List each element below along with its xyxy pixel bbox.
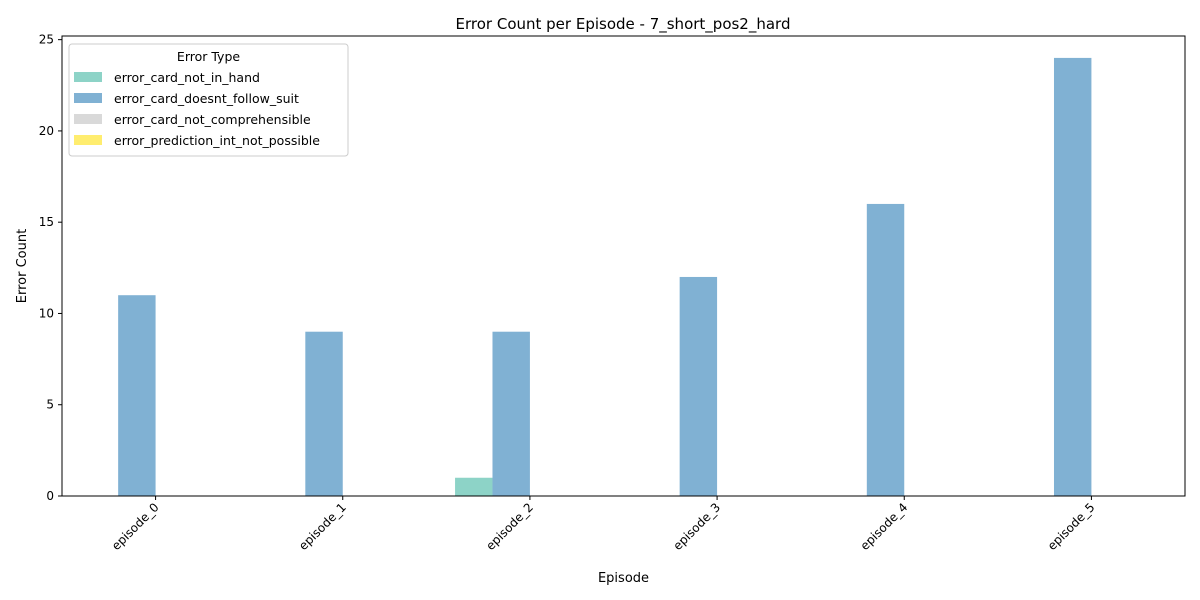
bar-error_card_doesnt_follow_suit-episode_1 [305, 331, 343, 496]
x-tick-label: episode_2 [483, 500, 536, 553]
legend-entry: error_prediction_int_not_possible [114, 133, 320, 148]
x-axis: episode_0 episode_1 episode_2 episode_3 epis… [109, 496, 1098, 553]
x-tick-label: episode_0 [109, 500, 162, 553]
y-axis-label: Error Count [15, 229, 30, 303]
legend-swatch [74, 114, 102, 124]
bar-error_card_not_in_hand-episode_2 [455, 477, 493, 496]
x-tick-label: episode_5 [1045, 500, 1098, 553]
x-axis-label: Episode [598, 571, 649, 586]
legend-entry: error_card_doesnt_follow_suit [114, 91, 299, 106]
y-tick-label: 10 [39, 306, 54, 320]
legend: Error Type error_card_not_in_handerror_c… [68, 43, 349, 157]
plot-frame [61, 35, 1186, 497]
legend-swatch [74, 72, 102, 82]
y-axis: 0 5 10 15 20 25 [39, 33, 62, 503]
bar-error_card_doesnt_follow_suit-episode_0 [118, 295, 156, 496]
legend-box [68, 43, 349, 157]
y-tick-label: 0 [46, 489, 54, 503]
x-tick-label: episode_3 [670, 500, 723, 553]
chart-title: Error Count per Episode - 7_short_pos2_h… [456, 15, 791, 34]
legend-entry: error_card_not_comprehensible [114, 112, 311, 127]
legend-items: error_card_not_in_hand error_card_doesnt_… [74, 70, 320, 148]
y-tick-label: 5 [46, 398, 54, 412]
y-tick-label: 15 [39, 215, 54, 229]
x-tick-label: episode_4 [858, 500, 911, 553]
bar-error_card_doesnt_follow_suit-episode_4 [866, 203, 905, 496]
y-tick-label: 20 [39, 124, 54, 138]
bar-error_card_doesnt_follow_suit-episode_5 [1053, 57, 1092, 497]
legend-entry: error_card_not_in_hand [114, 70, 260, 85]
y-tick-label: 25 [39, 33, 54, 47]
legend-title: Error Type [177, 49, 240, 64]
bar-error_card_doesnt_follow_suit-episode_2 [492, 331, 530, 496]
bar-error_card_doesnt_follow_suit-episode_3 [679, 276, 718, 496]
legend-swatch [74, 93, 102, 103]
bars-group [118, 57, 1092, 497]
legend-swatch [74, 135, 102, 145]
x-tick-label: episode_1 [296, 500, 349, 553]
